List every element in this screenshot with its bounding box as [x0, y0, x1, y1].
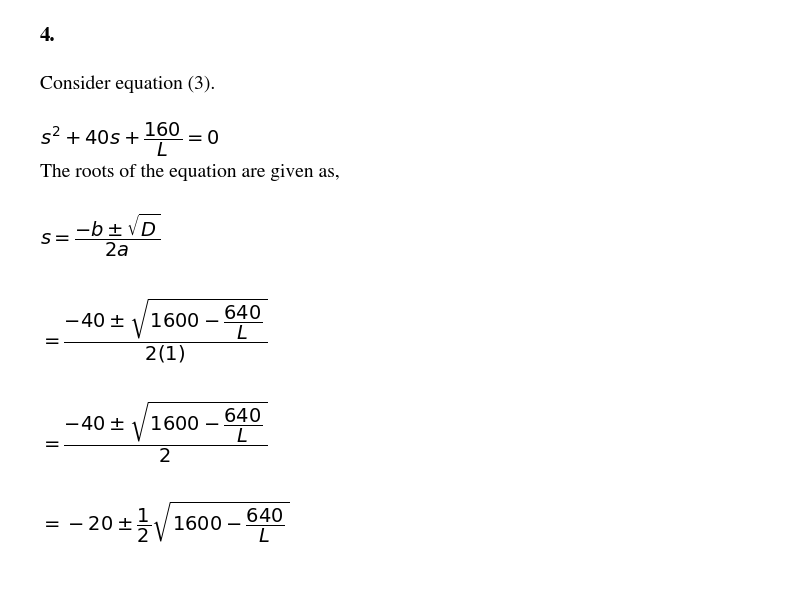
Text: $=\dfrac{-40\pm\sqrt{1600-\dfrac{640}{L}}}{2}$: $=\dfrac{-40\pm\sqrt{1600-\dfrac{640}{L}… — [40, 400, 267, 465]
Text: $=\dfrac{-40\pm\sqrt{1600-\dfrac{640}{L}}}{2(1)}$: $=\dfrac{-40\pm\sqrt{1600-\dfrac{640}{L}… — [40, 297, 267, 365]
Text: $s^{2}+40s+\dfrac{160}{L}=0$: $s^{2}+40s+\dfrac{160}{L}=0$ — [40, 121, 219, 159]
Text: Consider equation (3).: Consider equation (3). — [40, 76, 215, 93]
Text: $=-20\pm\dfrac{1}{2}\sqrt{1600-\dfrac{640}{L}}$: $=-20\pm\dfrac{1}{2}\sqrt{1600-\dfrac{64… — [40, 500, 290, 545]
Text: $s=\dfrac{-b\pm\sqrt{D}}{2a}$: $s=\dfrac{-b\pm\sqrt{D}}{2a}$ — [40, 212, 160, 259]
Text: 4.: 4. — [40, 27, 56, 45]
Text: The roots of the equation are given as,: The roots of the equation are given as, — [40, 164, 340, 181]
